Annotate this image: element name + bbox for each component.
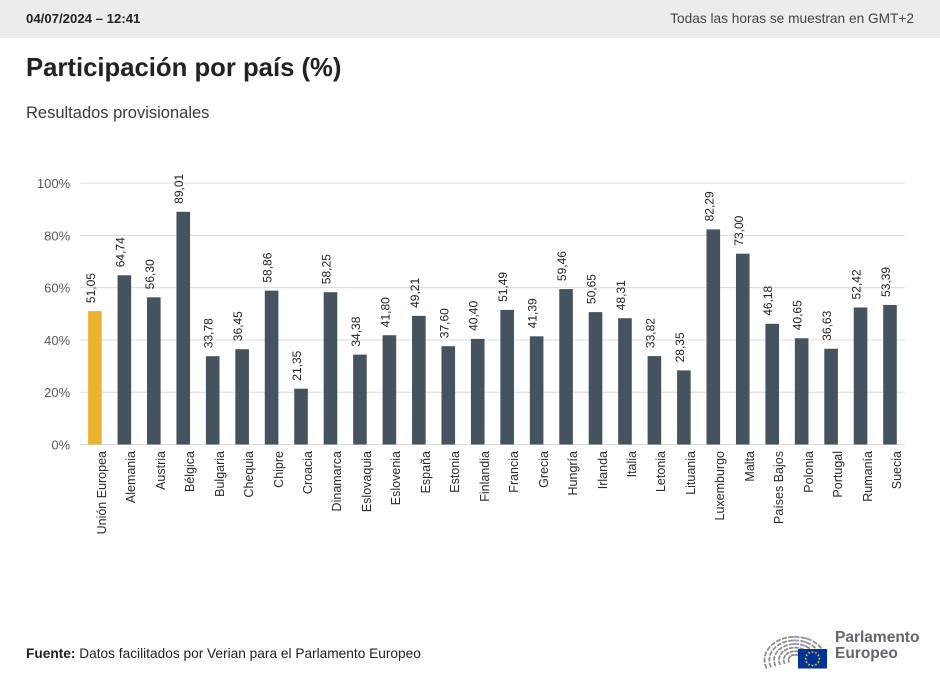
svg-text:52,42: 52,42 <box>850 269 864 299</box>
svg-text:50,65: 50,65 <box>585 274 599 304</box>
svg-text:40,65: 40,65 <box>791 300 805 330</box>
svg-text:64,74: 64,74 <box>113 237 127 267</box>
svg-text:37,60: 37,60 <box>437 308 451 338</box>
svg-text:51,05: 51,05 <box>84 273 98 303</box>
svg-text:33,82: 33,82 <box>643 318 657 348</box>
svg-text:28,35: 28,35 <box>673 332 687 362</box>
svg-text:89,01: 89,01 <box>172 173 186 203</box>
svg-text:73,00: 73,00 <box>732 215 746 245</box>
svg-text:59,46: 59,46 <box>555 251 569 281</box>
svg-text:36,45: 36,45 <box>231 311 245 341</box>
svg-text:33,78: 33,78 <box>202 318 216 348</box>
svg-text:40,40: 40,40 <box>467 301 481 331</box>
svg-text:21,35: 21,35 <box>290 350 304 380</box>
svg-text:100%: 100% <box>37 176 71 191</box>
svg-text:60%: 60% <box>44 281 70 296</box>
svg-text:46,18: 46,18 <box>761 285 775 315</box>
svg-text:48,31: 48,31 <box>614 280 628 310</box>
svg-text:41,39: 41,39 <box>526 298 540 328</box>
svg-text:49,21: 49,21 <box>408 278 422 308</box>
svg-text:36,63: 36,63 <box>820 310 834 340</box>
svg-text:56,30: 56,30 <box>143 259 157 289</box>
svg-text:58,25: 58,25 <box>319 254 333 284</box>
svg-text:41,80: 41,80 <box>378 297 392 327</box>
svg-text:53,39: 53,39 <box>879 267 893 297</box>
svg-text:34,38: 34,38 <box>349 316 363 346</box>
svg-text:40%: 40% <box>44 333 70 348</box>
svg-text:20%: 20% <box>44 385 70 400</box>
svg-text:51,49: 51,49 <box>496 272 510 302</box>
svg-text:82,29: 82,29 <box>702 191 716 221</box>
svg-text:80%: 80% <box>44 228 70 243</box>
svg-text:58,86: 58,86 <box>261 252 275 282</box>
